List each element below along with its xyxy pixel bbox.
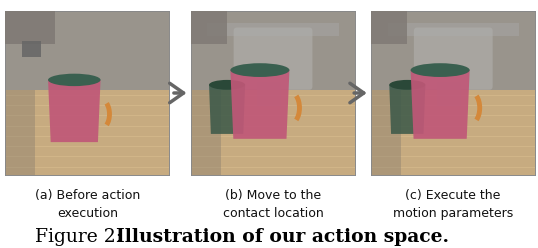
FancyBboxPatch shape [414,28,493,90]
Ellipse shape [209,80,245,90]
Bar [191,90,355,175]
Polygon shape [371,90,401,175]
Text: Illustration of our action space.: Illustration of our action space. [116,227,449,246]
Bar [5,11,169,90]
Bar [191,11,355,90]
Polygon shape [390,85,426,134]
Bar [371,11,407,44]
Polygon shape [209,85,245,134]
Bar [5,90,169,175]
Text: (b) Move to the
contact location: (b) Move to the contact location [223,189,324,220]
Ellipse shape [390,80,426,90]
Ellipse shape [48,74,101,86]
Polygon shape [48,80,101,142]
Bar [22,41,41,57]
Bar [371,90,535,175]
Polygon shape [191,90,221,175]
Ellipse shape [410,63,470,77]
Bar [371,11,535,90]
Bar [387,23,519,36]
FancyBboxPatch shape [233,28,313,90]
Polygon shape [230,70,289,139]
Bar [437,82,462,106]
Polygon shape [410,70,470,139]
Text: (c) Execute the
motion parameters: (c) Execute the motion parameters [393,189,513,220]
Bar [207,23,339,36]
Bar [5,11,55,44]
Text: Figure 2:: Figure 2: [35,227,134,246]
Bar [191,11,227,44]
Ellipse shape [230,63,289,77]
Text: (a) Before action
execution: (a) Before action execution [35,189,140,220]
Polygon shape [5,90,35,175]
Bar [257,82,281,106]
